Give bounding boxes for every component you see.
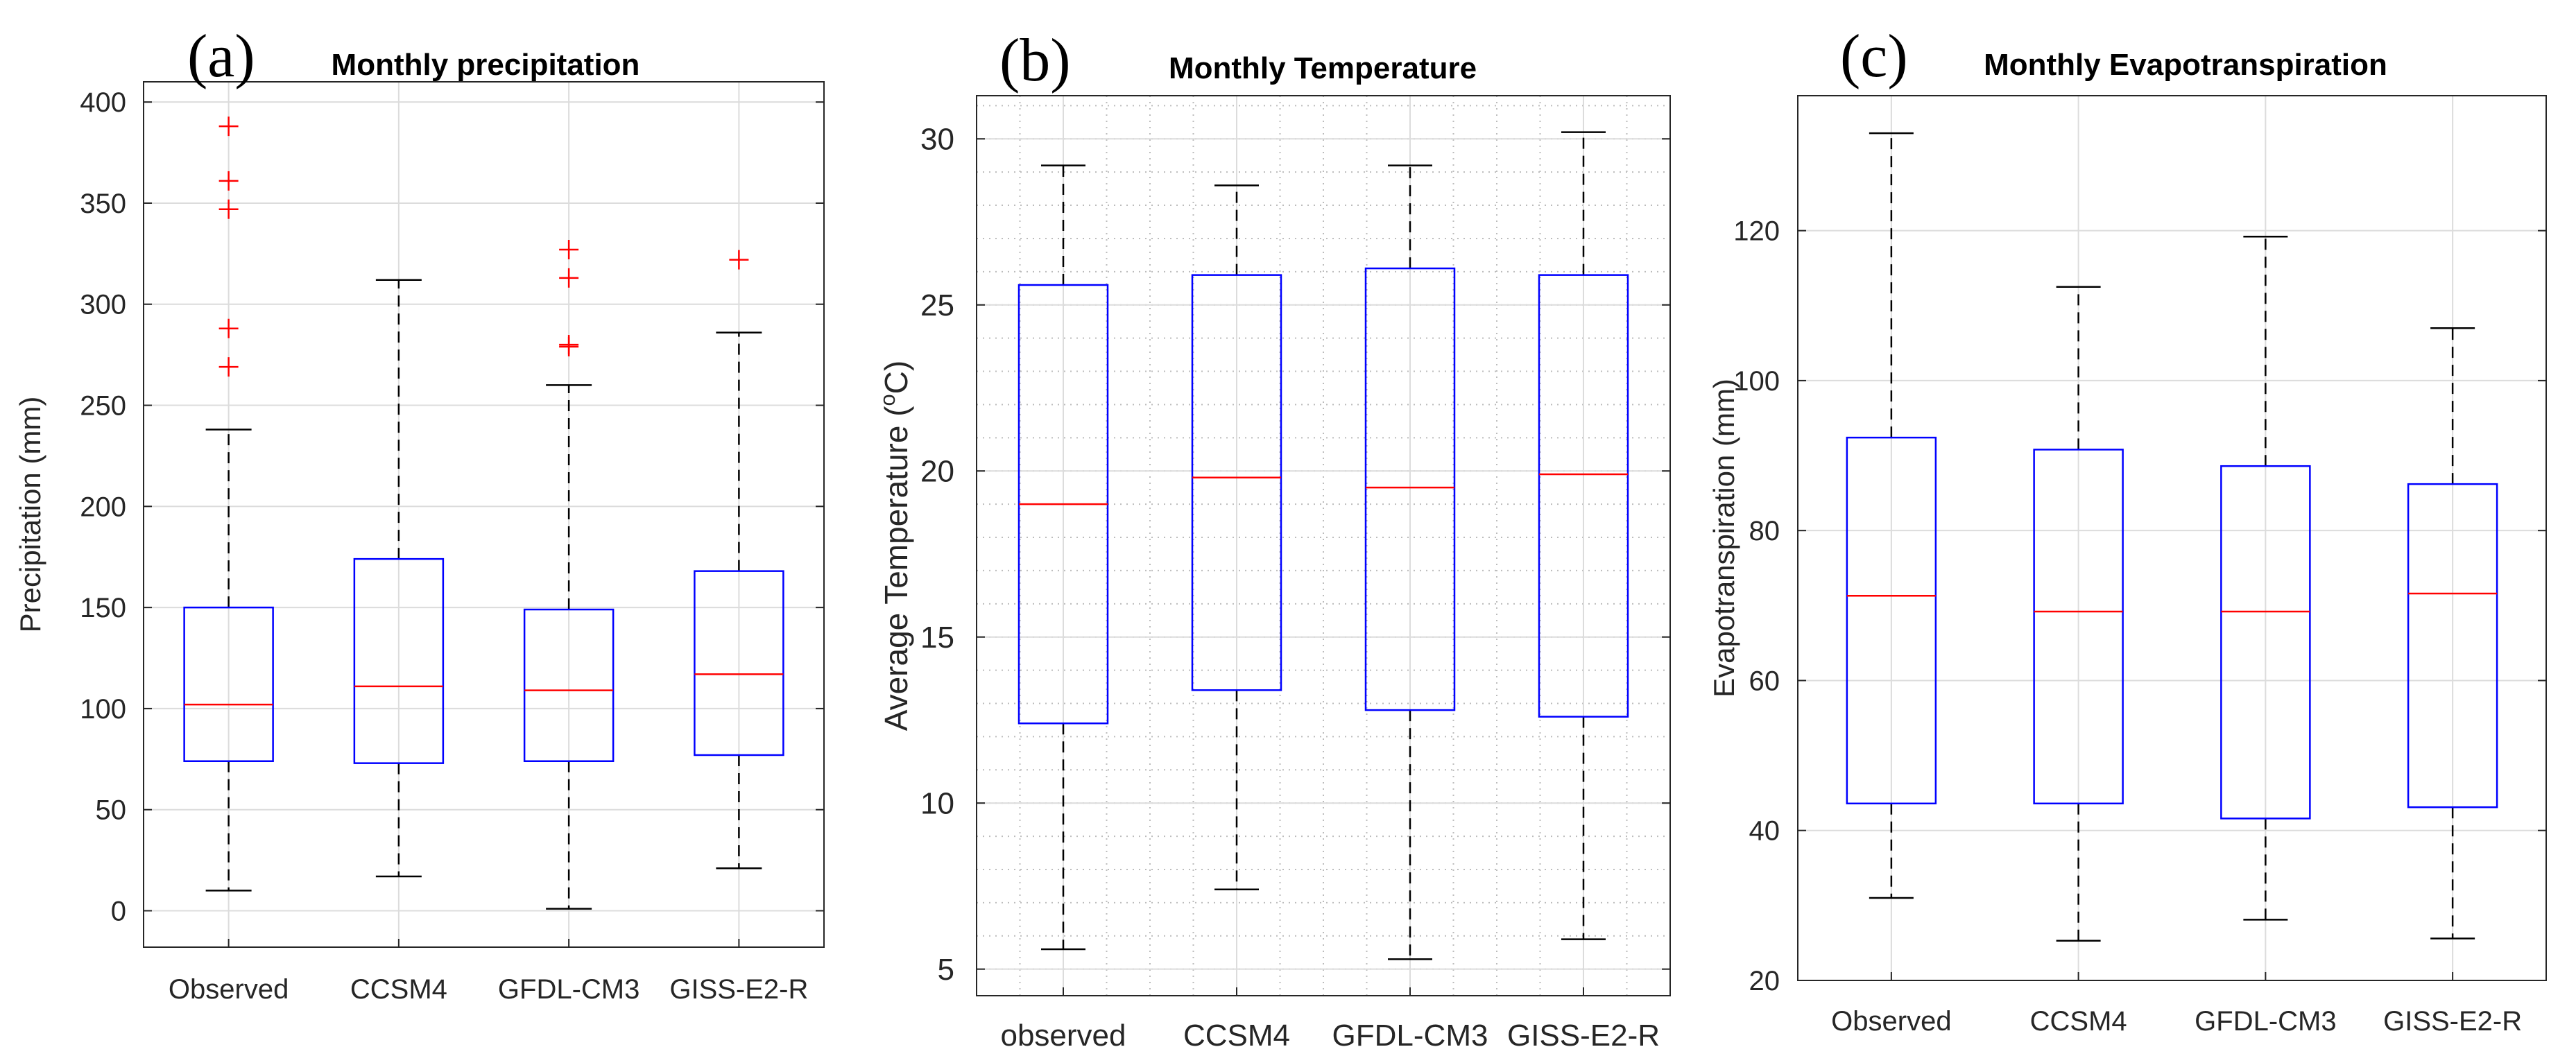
iqr-box bbox=[183, 606, 274, 762]
x-tick-label: Observed bbox=[169, 974, 289, 1005]
iqr-box bbox=[2220, 465, 2311, 820]
y-tick-label: 120 bbox=[1733, 216, 1780, 247]
y-axis-label: Precipitation (mm) bbox=[14, 397, 46, 633]
minor-grid bbox=[977, 96, 1670, 996]
outlier-marker bbox=[559, 240, 579, 260]
chart-panel-a: 0 50 100 150 200 250 300 350 400 Observed CCSM4 GFD… bbox=[14, 23, 825, 1005]
y-tick-label: 200 bbox=[80, 492, 126, 522]
iqr-box bbox=[694, 570, 784, 756]
x-tick-label: GISS-E2-R bbox=[669, 974, 808, 1005]
outlier-marker bbox=[559, 335, 579, 355]
chart-title: Monthly precipitation bbox=[332, 48, 640, 82]
box-ccsm4 bbox=[2033, 286, 2124, 942]
outlier-marker bbox=[218, 318, 239, 338]
iqr-box bbox=[2033, 449, 2124, 805]
box-observed bbox=[1846, 132, 1937, 899]
iqr-box bbox=[523, 608, 615, 762]
y-tick-label: 5 bbox=[938, 953, 954, 987]
iqr-box bbox=[1191, 274, 1282, 691]
chart-title: Monthly Evapotranspiration bbox=[1984, 48, 2387, 82]
outlier-marker bbox=[729, 250, 749, 270]
outlier-marker bbox=[218, 171, 239, 191]
y-tick-label: 400 bbox=[80, 87, 126, 118]
axes-frame bbox=[1797, 95, 2547, 981]
x-tick-label: CCSM4 bbox=[350, 974, 447, 1005]
y-tick-label: 0 bbox=[111, 897, 126, 927]
box-observed bbox=[183, 116, 274, 892]
y-axis-label-unit: C) bbox=[878, 361, 914, 395]
y-tick-label: 25 bbox=[920, 288, 954, 322]
iqr-box bbox=[2407, 483, 2498, 808]
x-tick-label: Observed bbox=[1831, 1006, 1951, 1037]
y-tick-label: 10 bbox=[920, 787, 954, 821]
box-observed bbox=[1017, 164, 1109, 951]
axes-frame bbox=[143, 81, 825, 948]
y-axis-label: Average Temperature (oC) bbox=[875, 361, 914, 731]
y-tick-label: 20 bbox=[1749, 966, 1780, 996]
chart-panel-c: 20 40 60 80 100 120 Observed CCSM4 GFDL-CM3 GISS-… bbox=[1708, 23, 2547, 1037]
y-axis-label-main: Average Temperature ( bbox=[878, 406, 914, 731]
box-gfdl-cm3 bbox=[2220, 236, 2311, 921]
y-axis-label: Evapotranspiration (mm) bbox=[1708, 379, 1740, 698]
iqr-box bbox=[353, 557, 445, 764]
box-giss-e2-r bbox=[1538, 131, 1629, 940]
outlier-marker bbox=[559, 268, 579, 288]
iqr-box bbox=[1364, 267, 1456, 711]
x-tick-label: CCSM4 bbox=[1183, 1019, 1290, 1047]
y-tick-label: 300 bbox=[80, 290, 126, 320]
box-giss-e2-r bbox=[2407, 327, 2498, 940]
y-tick-label: 100 bbox=[80, 694, 126, 725]
box-ccsm4 bbox=[353, 279, 445, 878]
y-tick-label: 40 bbox=[1749, 816, 1780, 847]
y-tick-label: 80 bbox=[1749, 516, 1780, 546]
y-tick-label: 30 bbox=[920, 123, 954, 157]
panel-label: (a) bbox=[187, 23, 255, 90]
y-tick-label: 250 bbox=[80, 391, 126, 422]
y-tick-label: 150 bbox=[80, 593, 126, 623]
panel-label: (b) bbox=[999, 27, 1071, 94]
major-grid bbox=[144, 82, 824, 947]
major-grid bbox=[1798, 96, 2546, 981]
x-tick-label: GFDL-CM3 bbox=[1332, 1019, 1488, 1047]
box-giss-e2-r bbox=[694, 250, 784, 869]
y-tick-label: 60 bbox=[1749, 666, 1780, 696]
x-tick-label: observed bbox=[1000, 1019, 1126, 1047]
outlier-marker bbox=[218, 357, 239, 377]
x-tick-label: GISS-E2-R bbox=[2383, 1006, 2522, 1037]
outlier-marker bbox=[218, 116, 239, 137]
y-tick-label: 50 bbox=[96, 795, 127, 826]
y-axis-label-sup: o bbox=[875, 394, 900, 406]
outlier-marker bbox=[218, 199, 239, 219]
x-tick-label: GFDL-CM3 bbox=[498, 974, 639, 1005]
x-tick-label: GISS-E2-R bbox=[1507, 1019, 1660, 1047]
box-gfdl-cm3 bbox=[523, 240, 615, 910]
y-tick-label: 15 bbox=[920, 621, 954, 655]
chart-panel-b: 5 10 15 20 25 30 observed CCSM4 GFDL-CM3 GISS-E2-… bbox=[875, 27, 1671, 1047]
iqr-box bbox=[1846, 436, 1937, 805]
y-tick-label: 350 bbox=[80, 189, 126, 219]
panel-label: (c) bbox=[1840, 23, 1908, 90]
x-tick-label: GFDL-CM3 bbox=[2195, 1006, 2336, 1037]
chart-title: Monthly Temperature bbox=[1169, 51, 1477, 85]
box-ccsm4 bbox=[1191, 184, 1282, 890]
y-tick-label: 100 bbox=[1733, 366, 1780, 397]
axes-frame bbox=[976, 95, 1671, 996]
x-tick-label: CCSM4 bbox=[2030, 1006, 2127, 1037]
iqr-box bbox=[1538, 274, 1629, 718]
y-tick-label: 20 bbox=[920, 455, 954, 489]
box-gfdl-cm3 bbox=[1364, 164, 1456, 960]
